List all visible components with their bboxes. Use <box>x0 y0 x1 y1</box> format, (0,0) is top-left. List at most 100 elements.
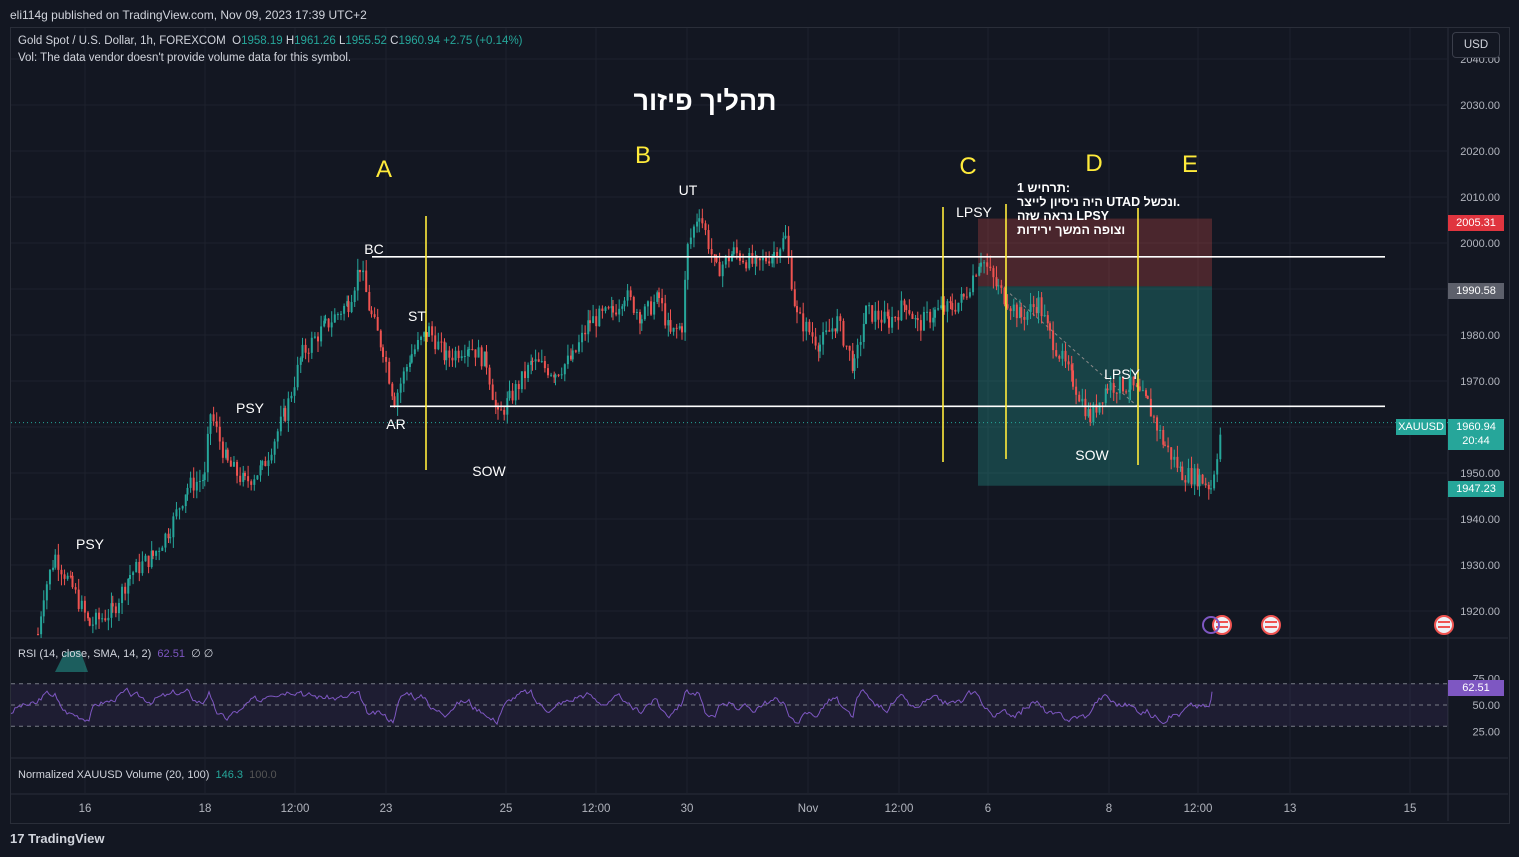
candle-body <box>727 255 730 262</box>
candle-body <box>350 302 353 312</box>
candle-body <box>195 481 198 491</box>
candle-body <box>836 316 839 332</box>
y-tick-label: 2020.00 <box>1460 146 1500 158</box>
candle-body <box>667 320 670 326</box>
candle-body <box>353 290 356 303</box>
candle-body <box>48 569 51 585</box>
candle-body <box>975 275 978 277</box>
candle-body <box>221 441 224 458</box>
candle-body <box>443 341 446 361</box>
candle-body <box>402 371 405 384</box>
candle-body <box>236 461 239 476</box>
candle-body <box>454 350 457 361</box>
candle-body <box>445 350 448 361</box>
candle-body <box>960 293 963 303</box>
candle-body <box>1170 447 1173 460</box>
candle-body <box>178 508 181 510</box>
candle-body <box>520 371 523 390</box>
candle-body <box>880 319 883 323</box>
candle-body <box>104 618 107 621</box>
candle-body <box>1112 383 1115 393</box>
candle-body <box>74 587 77 590</box>
candle-body <box>313 336 316 338</box>
candle-body <box>440 341 443 343</box>
candle-body <box>946 301 949 312</box>
candle-body <box>782 238 785 250</box>
candle-body <box>483 351 486 367</box>
wyckoff-annotation: BC <box>364 241 383 257</box>
change-value: +2.75 (+0.14%) <box>443 35 523 47</box>
candle-body <box>333 314 336 323</box>
candle-body <box>707 230 710 250</box>
event-icon <box>1202 616 1220 634</box>
candle-body <box>905 305 908 311</box>
candle-body <box>701 218 704 224</box>
candle-body <box>713 254 716 257</box>
candle-body <box>615 312 618 315</box>
candle-body <box>601 308 604 311</box>
us-flag-icon <box>1438 626 1450 628</box>
phase-label: B <box>635 142 651 169</box>
candle-body <box>1145 390 1147 396</box>
candle-body <box>1067 361 1070 365</box>
candle-body <box>986 262 989 267</box>
candle-body <box>653 301 656 315</box>
candle-body <box>811 332 814 337</box>
currency-button[interactable]: USD <box>1452 32 1500 58</box>
candle-body <box>413 349 416 355</box>
candle-body <box>362 270 365 273</box>
candle-body <box>669 320 672 332</box>
candle-body <box>787 235 790 258</box>
candle-body <box>842 320 845 346</box>
candle-body <box>629 290 632 298</box>
candle-body <box>111 603 114 607</box>
rsi-legend[interactable]: RSI (14, close, SMA, 14, 2) 62.51 ∅ ∅ <box>18 648 214 660</box>
candle-body <box>212 414 215 422</box>
candle-body <box>121 586 124 604</box>
candle-body <box>1049 323 1051 331</box>
wyckoff-annotation: PSY <box>236 400 265 416</box>
candle-body <box>822 332 825 345</box>
candle-body <box>758 258 761 261</box>
candle-body <box>1138 386 1141 391</box>
candle-body <box>1095 404 1098 413</box>
x-tick-label: 8 <box>1106 803 1112 815</box>
candle-body <box>908 310 911 314</box>
candle-body <box>80 600 83 609</box>
candle-body <box>1006 304 1009 309</box>
candle-body <box>587 320 590 335</box>
candle-body <box>607 307 610 309</box>
tradingview-logo[interactable]: 17 TradingView <box>10 831 105 846</box>
candle-body <box>324 318 327 321</box>
candle-body <box>209 414 212 434</box>
candle-body <box>1179 466 1182 468</box>
symbol-legend[interactable]: Gold Spot / U.S. Dollar, 1h, FOREXCOM O1… <box>18 35 523 47</box>
candle-body <box>1000 285 1003 288</box>
candle-body <box>997 285 1000 287</box>
candle-body <box>943 305 946 312</box>
candle-body <box>684 279 687 333</box>
scenario-note-line: היה ניסיון לייצר UTAD ונכשל. <box>1017 195 1180 209</box>
candle-body <box>650 301 653 315</box>
candle-body <box>396 392 399 407</box>
candle-body <box>678 326 681 329</box>
volume-indicator-legend[interactable]: Normalized XAUUSD Volume (20, 100) 146.3… <box>18 769 277 781</box>
candle-body <box>1043 315 1046 317</box>
candle-body <box>845 345 848 347</box>
candle-body <box>340 313 342 315</box>
candle-body <box>1058 355 1061 359</box>
candle-body <box>563 364 566 375</box>
phase-label: C <box>959 153 976 180</box>
y-tick-label: 1970.00 <box>1460 376 1500 388</box>
candle-body <box>1064 350 1067 362</box>
candle-body <box>1132 376 1135 386</box>
candle-body <box>71 575 74 588</box>
candle-body <box>1081 398 1084 402</box>
candle-body <box>500 409 503 411</box>
candle-body <box>503 409 506 415</box>
candle-body <box>886 311 889 317</box>
candle-body <box>696 221 699 227</box>
candle-body <box>1070 364 1073 371</box>
phase-label: A <box>376 156 392 183</box>
